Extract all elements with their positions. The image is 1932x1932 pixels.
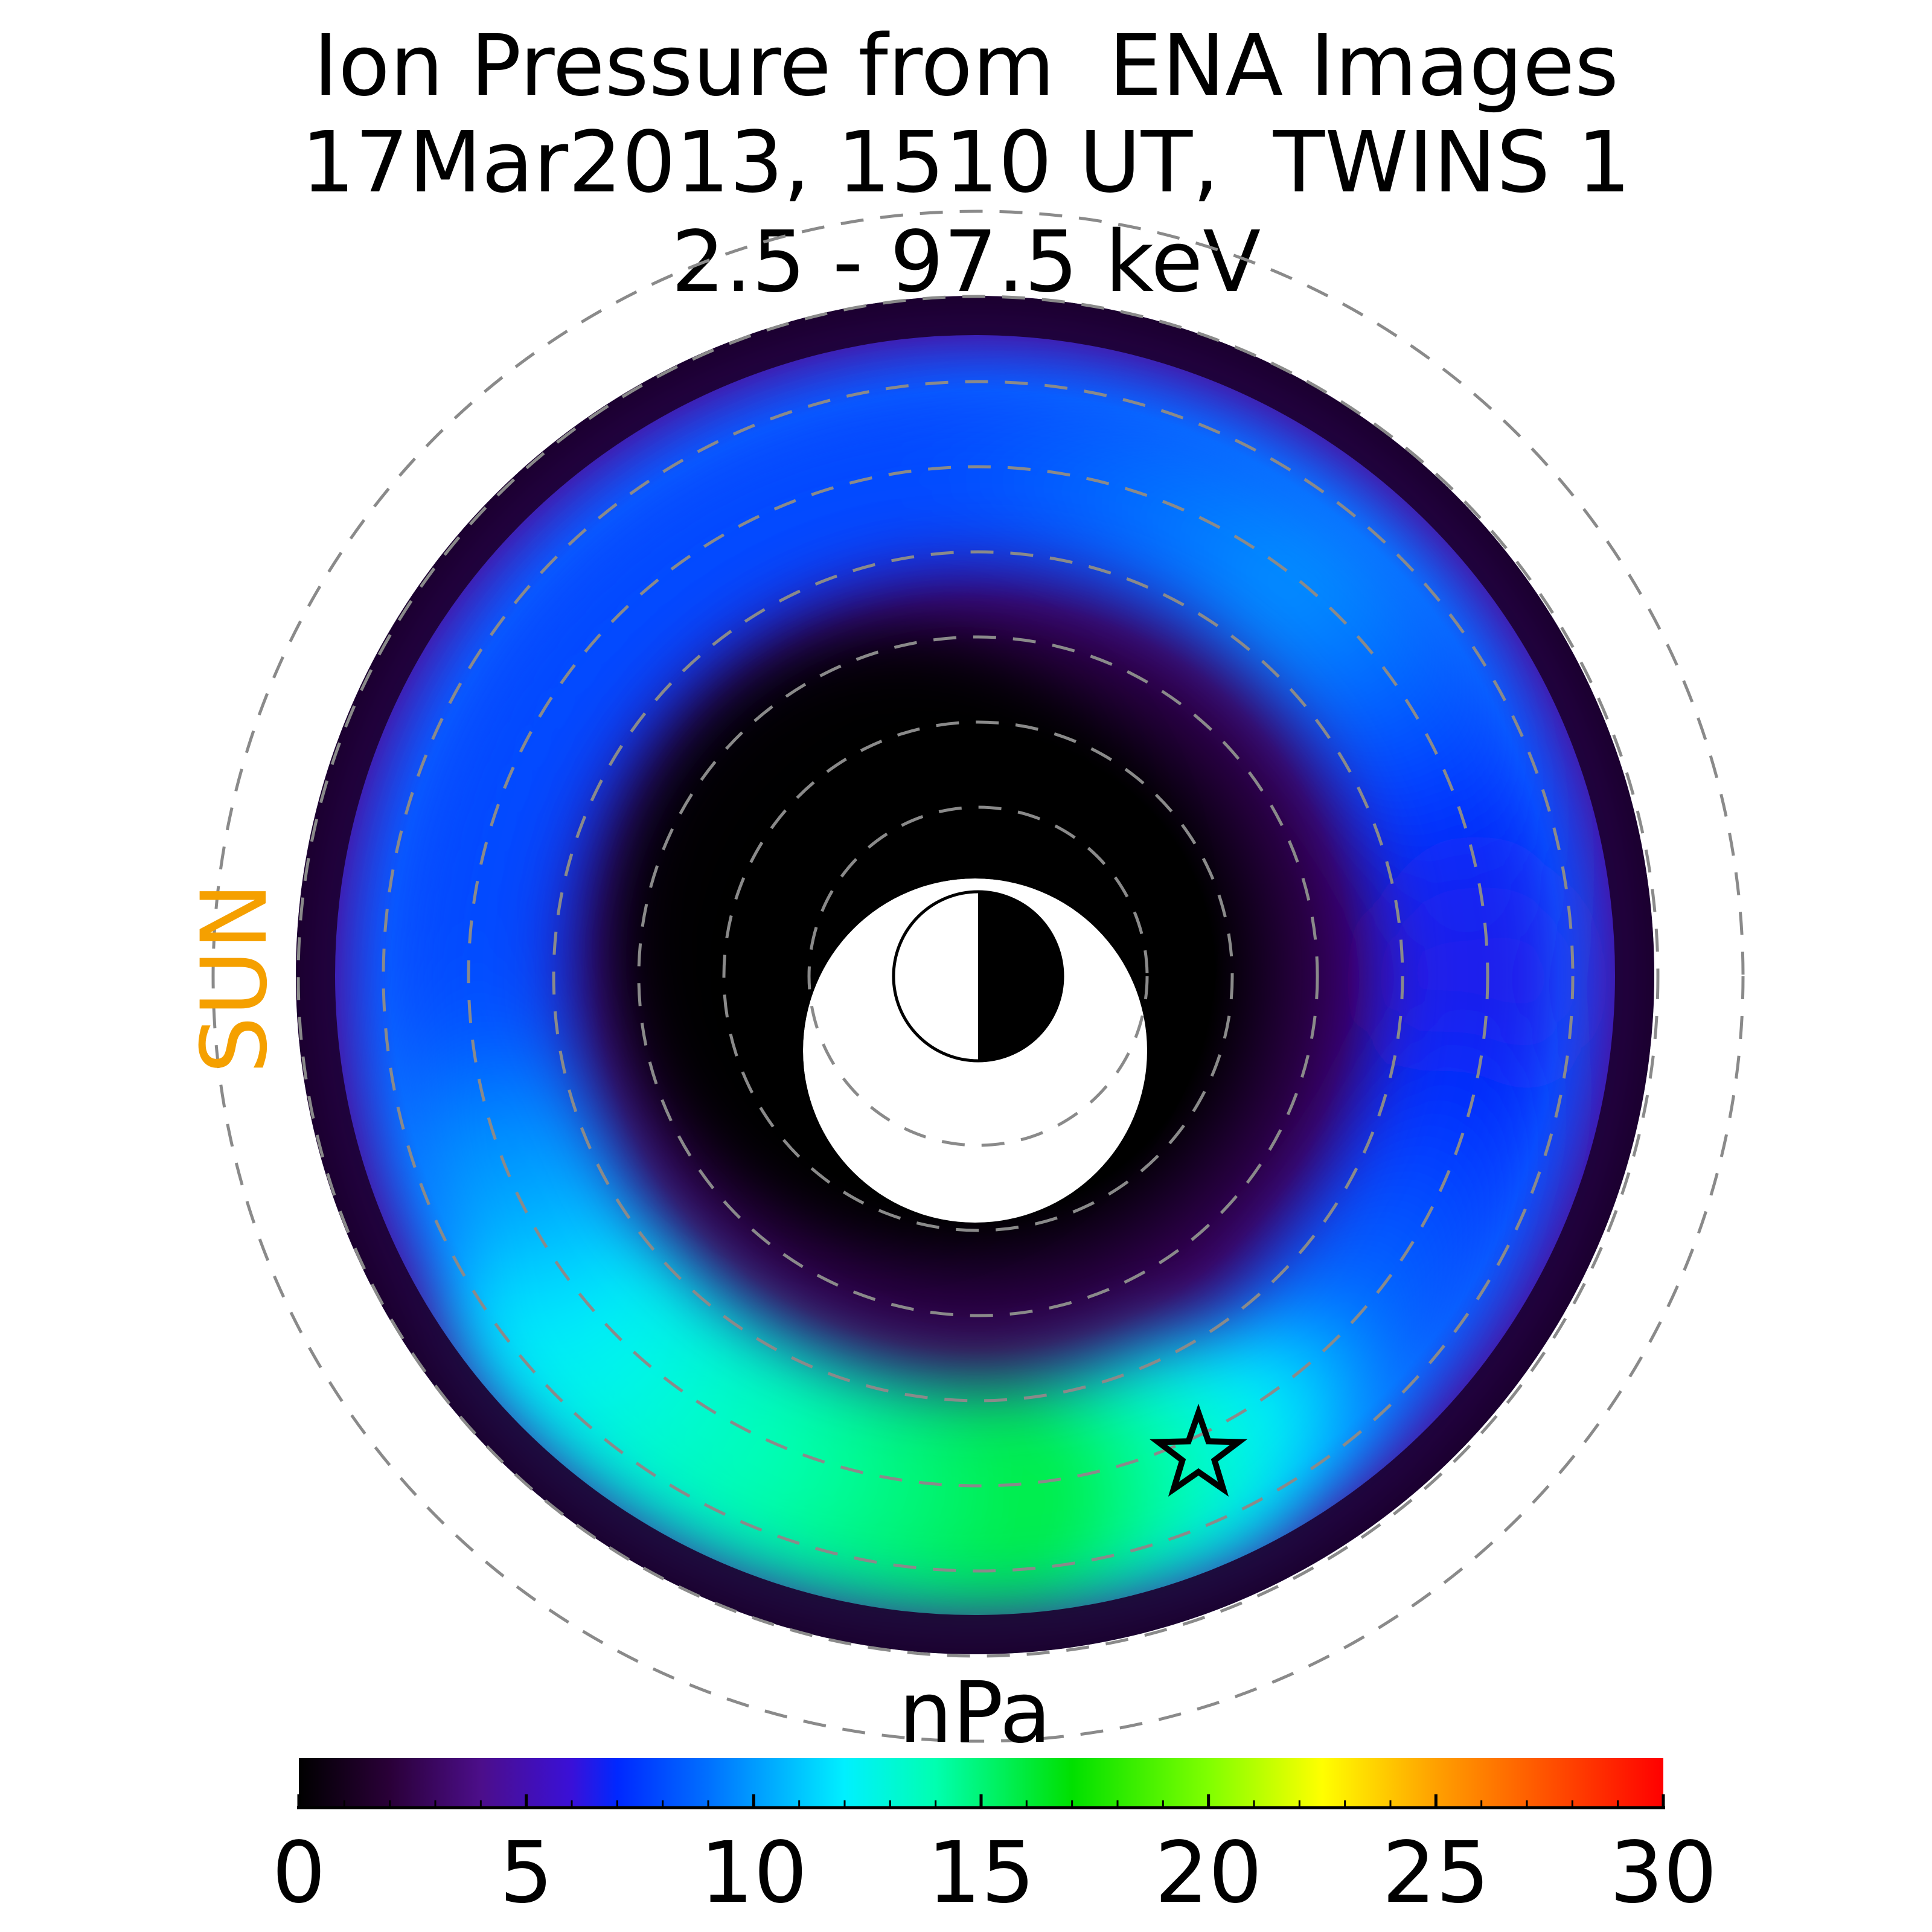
chart-title-line-3: 2.5 - 97.5 keV xyxy=(671,213,1261,312)
dashed-distance-circle xyxy=(552,550,1404,1403)
dashed-distance-circle xyxy=(211,210,1745,1743)
chart-title-line-2: 17Mar2013, 1510 UT, TWINS 1 xyxy=(301,114,1631,212)
chart-title-line-1: Ion Pressure from ENA Images xyxy=(313,17,1619,115)
dashed-distance-circle xyxy=(296,295,1660,1658)
colorbar-tick-label: 10 xyxy=(700,1824,807,1922)
high-pressure-arc xyxy=(383,383,1567,1615)
outer-dark-edge xyxy=(296,296,1655,1655)
colorbar: 0 5 10 15 20 25 30 xyxy=(272,1758,1717,1922)
colorbar-tick-label: 30 xyxy=(1610,1824,1717,1922)
sun-label: SUN xyxy=(182,882,287,1073)
dashed-distance-circles xyxy=(211,210,1745,1743)
pressure-cell xyxy=(1383,840,1565,1022)
low-pressure-region xyxy=(610,634,1141,1214)
colorbar-ticks xyxy=(297,1794,1665,1808)
dashed-distance-circle xyxy=(382,380,1575,1573)
colorbar-tick-labels: 0 5 10 15 20 25 30 xyxy=(272,1824,1717,1922)
dashed-distance-circle xyxy=(722,720,1234,1232)
dashed-distance-circle xyxy=(807,805,1149,1147)
colorbar-label: nPa xyxy=(899,1664,1052,1762)
colorbar-tick-label: 15 xyxy=(927,1824,1035,1922)
star-marker-shape xyxy=(1149,1403,1248,1497)
colorbar-tick-label: 25 xyxy=(1382,1824,1489,1922)
colorbar-tick-label: 5 xyxy=(499,1824,553,1922)
colorbar-tick-label: 20 xyxy=(1155,1824,1262,1922)
star-icon xyxy=(1149,1403,1248,1497)
dashed-distance-circle xyxy=(467,465,1489,1488)
earth-icon xyxy=(892,890,1064,1063)
dashed-distance-circle xyxy=(637,635,1319,1317)
colorbar-tick-label: 0 xyxy=(272,1824,325,1922)
